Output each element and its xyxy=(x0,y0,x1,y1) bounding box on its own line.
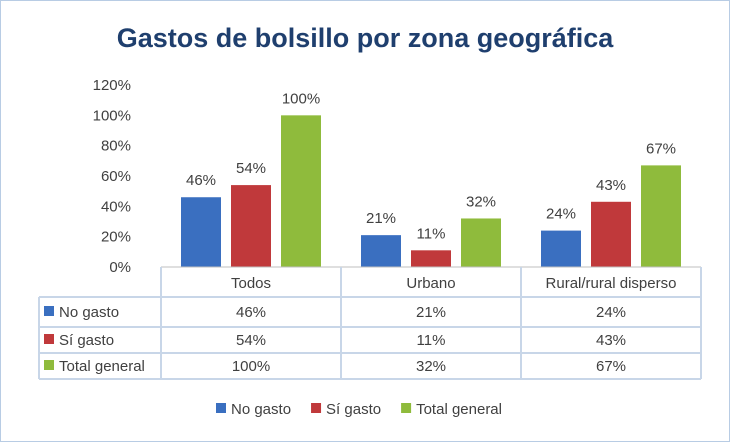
table-cell: 43% xyxy=(596,332,626,349)
y-tick-label: 20% xyxy=(101,229,131,246)
legend-key xyxy=(44,334,54,344)
y-tick-label: 0% xyxy=(109,259,131,276)
bar xyxy=(641,165,681,267)
legend-label: Sí gasto xyxy=(326,401,381,418)
data-label: 24% xyxy=(546,206,576,223)
legend-label: No gasto xyxy=(231,401,291,418)
bar xyxy=(591,201,631,267)
table-cell: 11% xyxy=(417,332,446,349)
table-cell: 100% xyxy=(232,358,270,375)
category-label: Todos xyxy=(231,275,271,292)
table-cell: 24% xyxy=(596,304,626,321)
table-cell: 21% xyxy=(416,304,446,321)
bar xyxy=(361,235,401,267)
legend-swatch xyxy=(311,403,322,413)
table-cell: 54% xyxy=(236,332,266,349)
y-tick-label: 80% xyxy=(101,138,131,155)
y-tick-label: 120% xyxy=(93,77,131,94)
category-label: Rural/rural disperso xyxy=(546,275,677,292)
data-label: 32% xyxy=(466,193,496,210)
row-label: Total general xyxy=(59,358,145,375)
bar xyxy=(231,185,271,267)
bar xyxy=(281,115,321,267)
y-tick-label: 100% xyxy=(93,107,131,124)
bar xyxy=(411,250,451,267)
table-cell: 32% xyxy=(416,358,446,375)
legend-label: Total general xyxy=(416,401,502,418)
legend-swatch xyxy=(401,403,412,413)
legend-key xyxy=(44,306,54,316)
legend-key xyxy=(44,360,54,370)
data-label: 67% xyxy=(646,140,676,157)
bar xyxy=(541,230,581,267)
y-tick-label: 60% xyxy=(101,168,131,185)
data-label: 54% xyxy=(236,160,266,177)
bar xyxy=(181,197,221,267)
y-tick-label: 40% xyxy=(101,198,131,215)
data-label: 43% xyxy=(596,177,626,194)
data-label: 21% xyxy=(366,210,396,227)
category-label: Urbano xyxy=(406,275,455,292)
table-cell: 67% xyxy=(596,358,626,375)
row-label: Sí gasto xyxy=(59,332,114,349)
bar xyxy=(461,218,501,267)
chart-title: Gastos de bolsillo por zona geográfica xyxy=(116,23,614,53)
table-cell: 46% xyxy=(236,304,266,321)
data-label: 46% xyxy=(186,172,216,189)
data-label: 100% xyxy=(282,90,320,107)
data-label: 11% xyxy=(417,225,446,242)
legend-swatch xyxy=(216,403,226,413)
row-label: No gasto xyxy=(59,304,119,321)
